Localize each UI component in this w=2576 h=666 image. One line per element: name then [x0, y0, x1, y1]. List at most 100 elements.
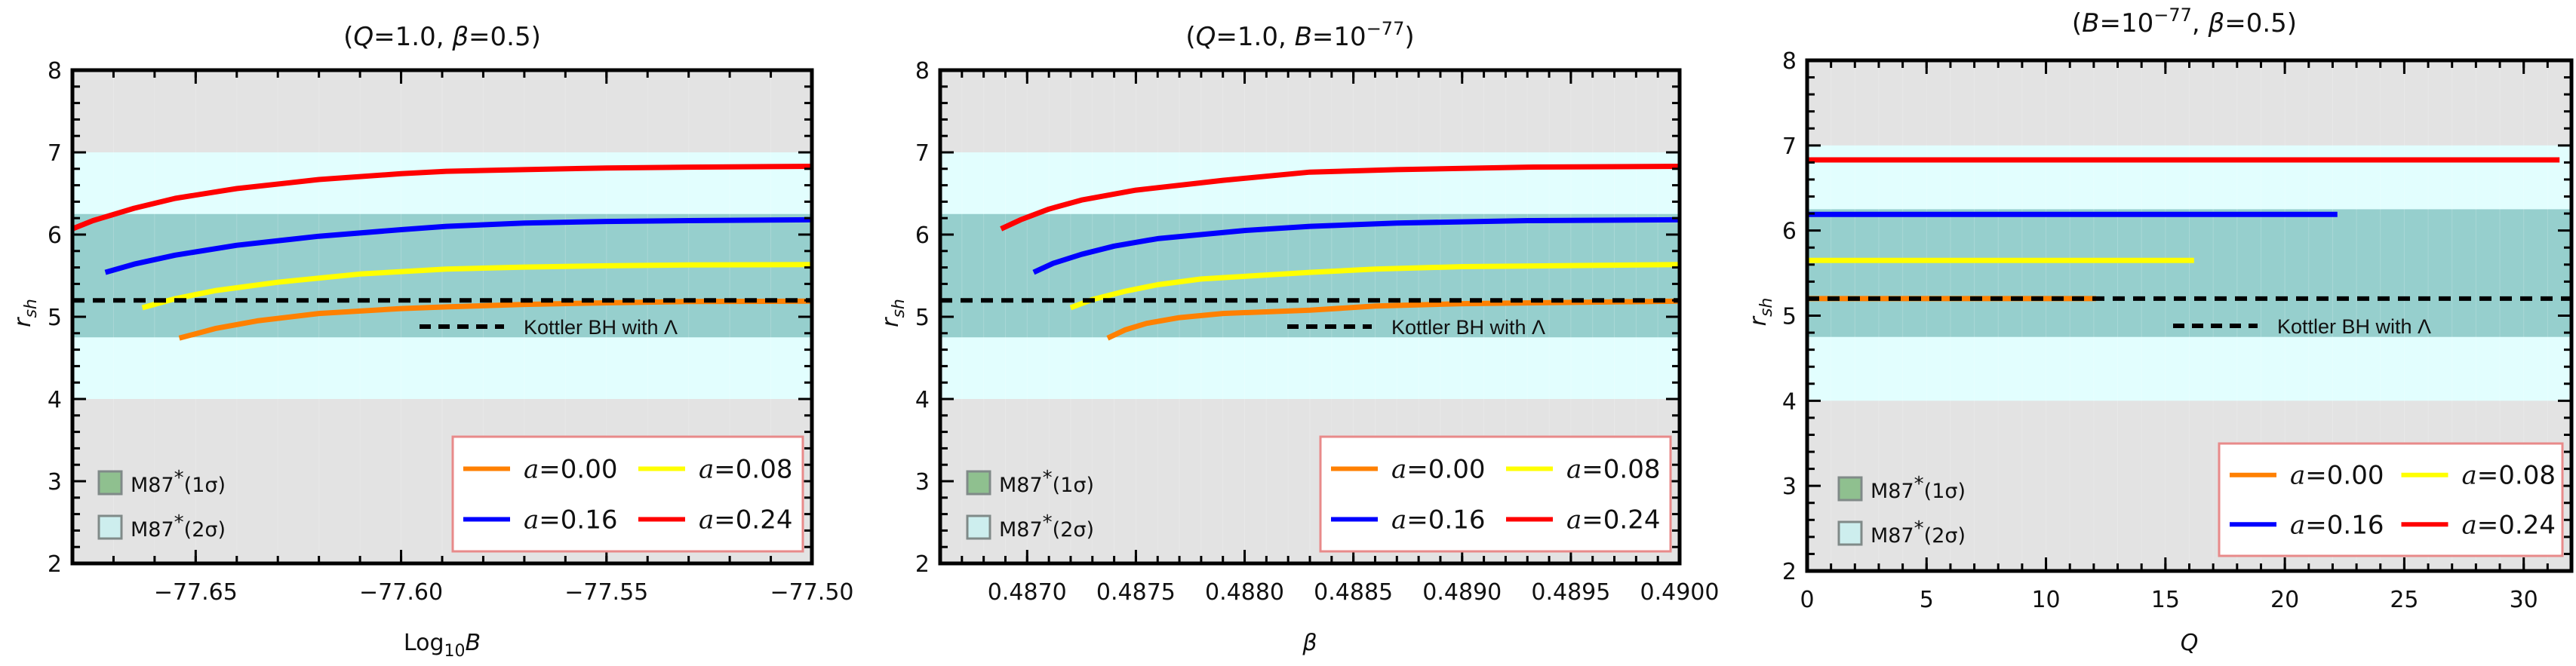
series-legend: a=0.00 a=0.08a=0.16 a=0.24: [451, 435, 804, 553]
x-tick-label: 0.4885: [1314, 579, 1393, 606]
y-tick-label: 3: [915, 469, 930, 496]
y-tick-label: 4: [915, 387, 930, 413]
series-legend-label: a=0.00: [524, 455, 617, 485]
band-legend-star: *: [1914, 517, 1924, 540]
swatch-1sigma-icon: [97, 470, 123, 496]
band-legend-label: M87*(1σ): [1871, 473, 1966, 503]
title-part: =10: [2100, 8, 2154, 38]
x-tick-label: −77.55: [564, 579, 648, 606]
series-legend-value: =0.00: [539, 455, 617, 485]
series-legend-box: [2218, 442, 2564, 557]
reference-legend-label: Kottler BH with Λ: [524, 316, 678, 339]
swatch-2sigma-icon: [1837, 520, 1863, 546]
series-legend-value: =0.24: [1582, 505, 1660, 535]
series-legend-value: =0.08: [1582, 455, 1660, 485]
title-part: (: [2072, 8, 2082, 38]
y-tick-label: 5: [48, 305, 62, 331]
y-tick-label: 6: [48, 223, 62, 249]
series-legend-symbol: a: [524, 455, 539, 485]
chart-title: (Q=1.0, β=0.5): [343, 22, 541, 52]
title-part: ,: [2192, 8, 2209, 38]
series-legend-value: =0.08: [714, 455, 792, 485]
band-legend-label: M87*(1σ): [999, 467, 1094, 497]
x-tick-label: 20: [2270, 587, 2299, 613]
title-part: ): [1404, 22, 1414, 52]
series-legend-value: =0.08: [2477, 461, 2556, 491]
x-axis-label-part: Q: [2181, 630, 2199, 656]
series-legend-value: =0.00: [1406, 455, 1485, 485]
x-axis-label-part: Log: [404, 630, 444, 656]
x-axis-label: Q: [2181, 630, 2199, 656]
series-legend-value: =0.00: [2305, 461, 2384, 491]
band-1sigma: [940, 213, 1680, 338]
series-legend-value: =0.24: [2477, 510, 2556, 540]
y-tick-label: 8: [915, 58, 930, 84]
chart-title: (B=10−77, β=0.5): [2072, 5, 2297, 38]
band-legend-label: M87*(2σ): [999, 511, 1094, 542]
y-tick-label: 3: [48, 469, 62, 496]
title-part: =1.0,: [373, 22, 452, 52]
x-axis-label: Log10B: [404, 630, 481, 661]
series-line-a-0-24: [71, 164, 813, 232]
x-axis-label-part: B: [466, 630, 481, 656]
series-legend-symbol: a: [2290, 461, 2305, 491]
y-axis-label: rsh: [10, 299, 41, 327]
series-legend: a=0.00 a=0.08a=0.16 a=0.24: [2218, 442, 2564, 557]
band-legend-star: *: [174, 467, 184, 490]
band-legend-item: M87*(1σ): [966, 467, 1094, 497]
title-part: B: [1295, 22, 1312, 52]
band-legend-sigma: (2σ): [1053, 518, 1094, 542]
y-tick-label: 8: [1782, 48, 1797, 75]
series-legend-item: a=0.16: [1331, 505, 1485, 535]
band-legend-sigma: (2σ): [184, 518, 226, 542]
series-legend-label: a=0.24: [699, 505, 792, 535]
title-part: =0.5): [2224, 8, 2297, 38]
band-legend-sigma: (1σ): [1924, 480, 1966, 503]
y-tick-label: 2: [48, 551, 62, 578]
band-legend-item: M87*(2σ): [1837, 517, 1966, 548]
series-legend-item: a=0.00: [2230, 461, 2384, 491]
y-tick-label: 6: [1782, 219, 1797, 245]
y-tick-label: 4: [48, 387, 62, 413]
swatch-2sigma-icon: [97, 514, 123, 540]
series-legend-item: a=0.24: [638, 505, 792, 535]
reference-legend-label: Kottler BH with Λ: [2277, 315, 2431, 338]
x-tick-label: 0.4900: [1640, 579, 1720, 606]
x-tick-label: 5: [1920, 587, 1934, 613]
x-tick-label: 30: [2510, 587, 2538, 613]
series-legend-symbol: a: [1566, 455, 1582, 485]
band-legend-item: M87*(1σ): [97, 467, 226, 497]
series-legend-value: =0.16: [1406, 505, 1485, 535]
title-part: β: [451, 22, 469, 52]
y-tick-label: 7: [48, 140, 62, 167]
series-line-a-0-16: [104, 216, 813, 275]
band-legend-sigma: (1σ): [184, 474, 226, 497]
y-tick-label: 5: [1782, 304, 1797, 330]
band-legend-star: *: [1043, 467, 1053, 490]
title-part: B: [2082, 8, 2099, 38]
band-legend-item: M87*(2σ): [966, 511, 1094, 542]
swatch-1sigma-icon: [966, 470, 991, 496]
series-line-a-0-08: [141, 262, 813, 311]
x-axis-label: β: [1302, 630, 1317, 656]
series-legend-symbol: a: [1566, 505, 1582, 535]
x-ticks: [1830, 60, 2549, 571]
x-tick-label: 0.4890: [1422, 579, 1502, 606]
x-tick-label: 15: [2151, 587, 2180, 613]
series-line-a-0-00: [1106, 298, 1680, 341]
series-legend-label: a=0.08: [2462, 461, 2556, 491]
series-legend-item: a=0.24: [1506, 505, 1660, 535]
title-part: β: [2208, 8, 2225, 38]
x-tick-label: −77.50: [770, 579, 853, 606]
reference-legend-label: Kottler BH with Λ: [1391, 316, 1545, 339]
series-legend-label: a=0.16: [1391, 505, 1485, 535]
band-1sigma: [72, 213, 812, 338]
y-axis-label-subscript: sh: [890, 299, 908, 318]
band-legend-label: M87*(2σ): [131, 511, 226, 542]
series-legend-value: =0.24: [714, 505, 792, 535]
title-part: −77: [1366, 18, 1405, 39]
chart-panel-2: Kottler BH with Λ 0.4870 0.4875 0.4880 0.488…: [878, 18, 1719, 656]
title-part: −77: [2153, 5, 2192, 26]
x-tick-label: 25: [2390, 587, 2418, 613]
swatch-2sigma-icon: [966, 514, 991, 540]
